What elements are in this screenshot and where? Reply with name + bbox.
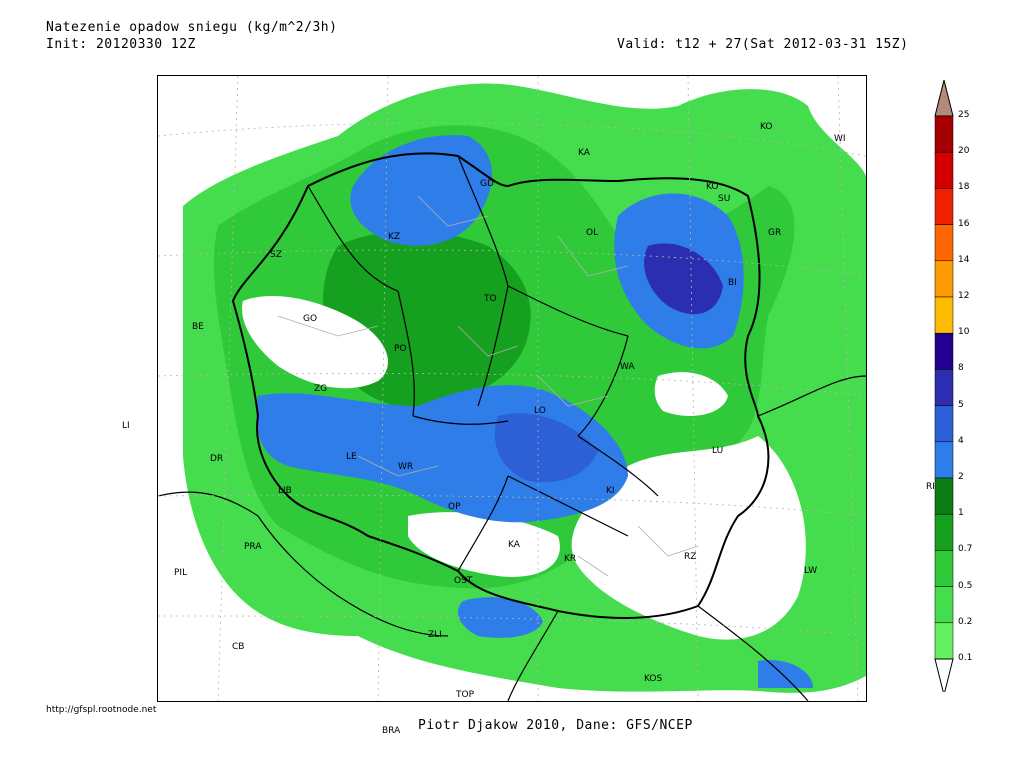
city-label-outside: LI: [122, 421, 130, 431]
city-label: TOP: [456, 690, 475, 700]
legend-tick-label: 2: [958, 472, 964, 482]
city-label-outside: RI: [926, 482, 935, 492]
voivodeship-borders: [307, 155, 659, 572]
author-credit: Piotr Djakow 2010, Dane: GFS/NCEP: [418, 718, 693, 733]
map-title: Natezenie opadow sniegu (kg/m^2/3h): [46, 20, 338, 35]
city-label: KOS: [644, 674, 663, 684]
precip-5-northeast: [644, 243, 723, 315]
city-label: ZG: [314, 384, 328, 394]
area-no-snow-south: [408, 512, 560, 577]
precip-2-north: [350, 135, 492, 246]
city-label-outside: BRA: [382, 726, 401, 736]
poland-border: [231, 152, 770, 619]
city-label: OST: [454, 576, 473, 586]
legend-tick-label: 20: [958, 146, 970, 157]
area-no-snow-southeast: [571, 436, 806, 640]
city-label: KO: [706, 182, 719, 192]
city-label: GD: [480, 179, 494, 189]
city-label: CB: [232, 642, 245, 652]
city-label: KO: [760, 122, 773, 132]
legend-swatch: [934, 513, 954, 551]
city-label: OL: [586, 228, 599, 238]
city-label: LIB: [278, 486, 292, 496]
city-label: ZLI: [428, 630, 442, 640]
city-label: LE: [346, 452, 357, 462]
city-label: KZ: [388, 232, 401, 242]
city-label: TO: [484, 294, 497, 304]
legend-tick-label: 4: [958, 435, 964, 446]
legend-tick-label: 18: [958, 182, 970, 193]
city-label: WR: [398, 462, 414, 472]
credit-url: http://gfspl.rootnode.net: [46, 705, 157, 715]
city-label: LW: [804, 566, 818, 576]
legend-tick-label: 5: [958, 399, 964, 410]
legend-swatch: [934, 260, 954, 298]
legend-swatch: [934, 369, 954, 406]
legend-swatch: [934, 477, 954, 515]
city-label: BE: [192, 322, 204, 332]
legend-swatch: [934, 622, 954, 660]
city-label: PO: [394, 344, 407, 354]
legend-swatch: [934, 405, 954, 443]
precip-4-center: [494, 413, 598, 483]
legend-swatch: [934, 332, 954, 370]
init-time: Init: 20120330 12Z: [46, 37, 196, 52]
city-label: WI: [834, 134, 846, 144]
city-label: WA: [620, 362, 635, 372]
legend-tick-label: 16: [958, 218, 970, 229]
city-label: KA: [578, 148, 590, 158]
map-svg: [158, 76, 866, 701]
legend-tick-label: 10: [958, 327, 970, 338]
city-label: SU: [718, 194, 731, 204]
city-label: KI: [606, 486, 615, 496]
legend-tick-label: 0.5: [958, 580, 973, 591]
county-borders: [277, 195, 699, 577]
neighbor-borders: [158, 375, 866, 701]
legend-swatch: [934, 586, 954, 624]
legend-tick-label: 25: [958, 110, 970, 120]
legend-swatch: [934, 441, 954, 479]
city-label: LU: [712, 446, 724, 456]
city-label: RZ: [684, 552, 697, 562]
valid-time: Valid: t12 + 27(Sat 2012-03-31 15Z): [617, 37, 909, 52]
city-label: KA: [508, 540, 520, 550]
city-label: PRA: [244, 542, 262, 552]
city-label: KR: [564, 554, 577, 564]
legend-swatch: [934, 224, 954, 262]
legend-tick-label: 0.7: [958, 544, 973, 555]
city-label: DR: [210, 454, 224, 464]
legend-tick-label: 12: [958, 291, 970, 301]
legend-bar: [934, 79, 954, 696]
legend-tick-label: 0.1: [958, 653, 973, 663]
legend-tick-label: 0.2: [958, 616, 973, 627]
legend-swatch: [934, 115, 954, 153]
snowfall-map: KA KO WI KO SU GR GD OL SZ KZ BI TO GO B…: [157, 75, 867, 702]
precip-2-south: [458, 597, 543, 638]
city-label: OP: [448, 502, 461, 512]
legend-arrow-bottom: [934, 658, 954, 696]
legend-swatch: [934, 188, 954, 225]
legend-swatch: [934, 296, 954, 334]
area-no-snow-east: [654, 372, 728, 416]
city-label: SZ: [270, 250, 282, 260]
legend-tick-label: 1: [958, 508, 964, 519]
legend-tick-label: 14: [958, 254, 970, 265]
city-label: GR: [768, 228, 782, 238]
area-no-snow-west: [242, 296, 388, 389]
city-label: BI: [728, 278, 737, 288]
city-label: LO: [534, 406, 546, 416]
legend-tick-label: 8: [958, 363, 964, 374]
city-label: PIL: [174, 568, 188, 578]
legend-swatch: [934, 550, 954, 587]
city-label: GO: [303, 314, 318, 324]
legend-arrow-top: [934, 79, 954, 117]
legend-swatch: [934, 151, 954, 189]
precip-2-southeast: [758, 660, 813, 688]
legend-svg: [934, 79, 954, 696]
grid-lines: [158, 76, 866, 701]
